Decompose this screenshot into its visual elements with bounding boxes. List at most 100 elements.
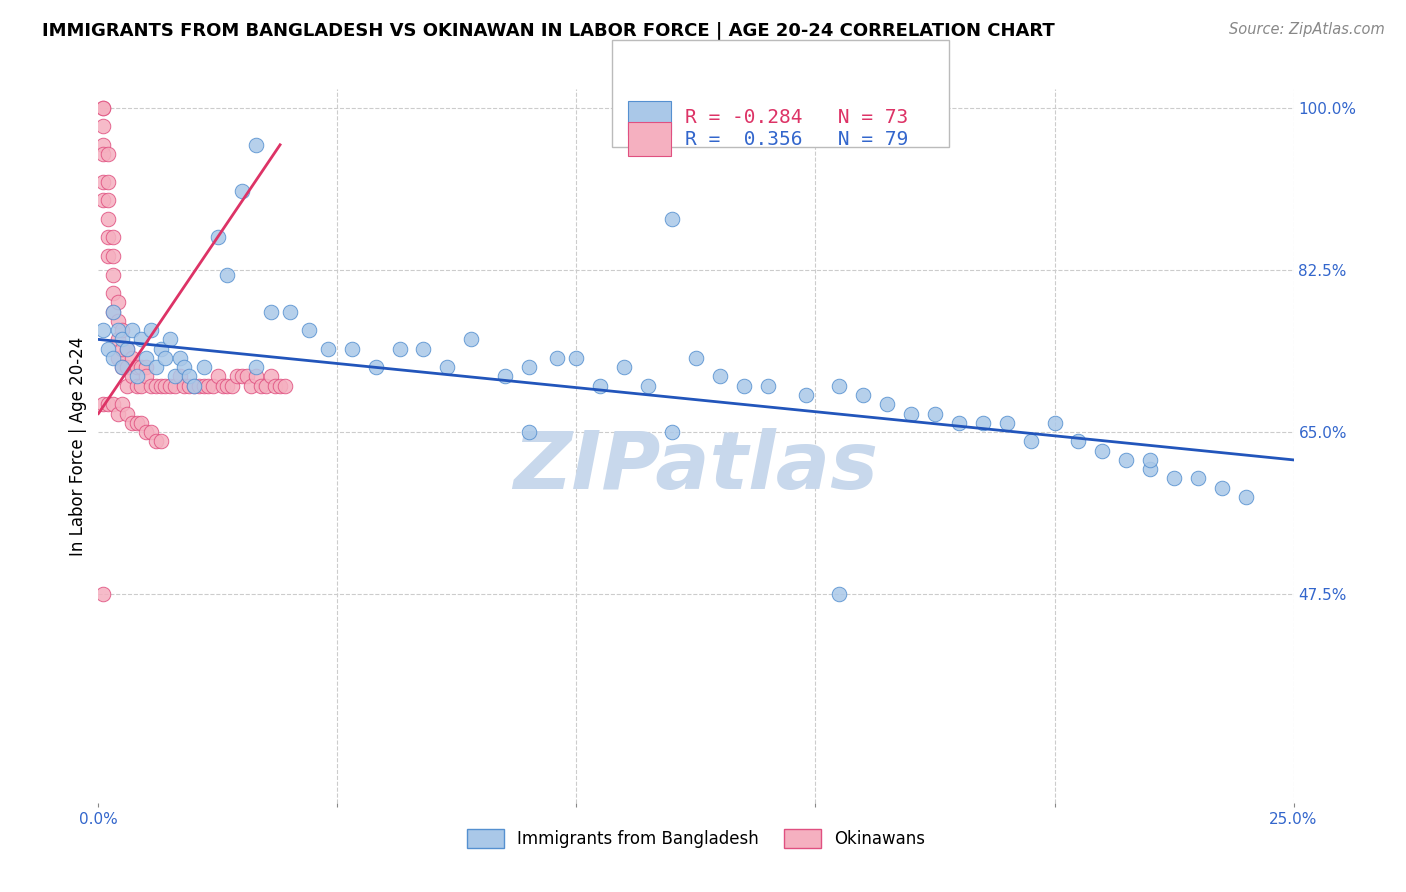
Point: [125, 360, 148, 375]
Point: [274, 378, 297, 392]
Point: [245, 137, 267, 152]
Point: [245, 360, 267, 375]
Point: [1067, 434, 1090, 449]
Point: [828, 378, 851, 392]
Point: [264, 378, 287, 392]
Point: [121, 323, 143, 337]
Point: [169, 369, 191, 384]
Point: [183, 378, 205, 392]
Point: [111, 360, 134, 375]
Point: [412, 342, 434, 356]
Point: [159, 333, 181, 347]
Point: [101, 286, 124, 301]
Point: [155, 378, 177, 392]
Point: [1139, 462, 1161, 476]
Point: [298, 323, 321, 337]
Point: [259, 304, 281, 318]
Point: [111, 397, 134, 411]
Point: [193, 360, 215, 375]
Point: [1234, 490, 1257, 504]
Point: [101, 397, 124, 411]
Point: [107, 295, 129, 310]
Point: [173, 378, 195, 392]
Point: [709, 369, 731, 384]
Point: [145, 434, 167, 449]
Point: [163, 369, 186, 384]
Point: [995, 416, 1018, 430]
Legend: Immigrants from Bangladesh, Okinawans: Immigrants from Bangladesh, Okinawans: [460, 822, 932, 855]
Point: [131, 378, 153, 392]
Point: [179, 369, 201, 384]
Point: [91, 101, 114, 115]
Point: [316, 342, 339, 356]
Point: [1019, 434, 1042, 449]
Point: [183, 378, 205, 392]
Point: [111, 333, 134, 347]
Point: [1043, 416, 1066, 430]
Point: [340, 342, 363, 356]
Point: [97, 342, 120, 356]
Point: [115, 342, 138, 356]
Point: [589, 378, 612, 392]
Point: [494, 369, 516, 384]
Point: [517, 425, 540, 439]
Point: [107, 323, 129, 337]
Point: [900, 407, 922, 421]
Text: Source: ZipAtlas.com: Source: ZipAtlas.com: [1229, 22, 1385, 37]
Point: [794, 388, 817, 402]
Point: [254, 378, 277, 392]
Point: [111, 360, 134, 375]
Point: [388, 342, 411, 356]
Point: [97, 249, 120, 263]
Point: [121, 369, 143, 384]
Y-axis label: In Labor Force | Age 20-24: In Labor Force | Age 20-24: [69, 336, 87, 556]
Point: [139, 323, 162, 337]
Point: [97, 175, 120, 189]
Point: [1139, 453, 1161, 467]
Text: ZIPatlas: ZIPatlas: [513, 428, 879, 507]
Point: [125, 416, 148, 430]
Point: [145, 378, 167, 392]
Point: [756, 378, 779, 392]
Point: [91, 194, 114, 208]
Point: [91, 101, 114, 115]
Point: [115, 407, 138, 421]
Point: [517, 360, 540, 375]
Point: [661, 211, 683, 226]
Point: [97, 147, 120, 161]
Point: [278, 304, 301, 318]
Text: R =  0.356   N = 79: R = 0.356 N = 79: [685, 129, 908, 149]
Point: [101, 304, 124, 318]
Point: [231, 184, 253, 198]
Point: [259, 369, 281, 384]
Point: [111, 342, 134, 356]
Point: [155, 351, 177, 365]
Point: [101, 304, 124, 318]
Point: [226, 369, 249, 384]
Point: [101, 230, 124, 244]
Point: [924, 407, 946, 421]
Point: [107, 351, 129, 365]
Point: [91, 397, 114, 411]
Point: [565, 351, 588, 365]
Point: [207, 369, 229, 384]
Point: [135, 425, 157, 439]
Point: [145, 360, 167, 375]
Point: [661, 425, 683, 439]
Point: [231, 369, 253, 384]
Point: [235, 369, 257, 384]
Point: [149, 378, 172, 392]
Point: [193, 378, 215, 392]
Point: [91, 137, 114, 152]
Point: [613, 360, 636, 375]
Text: IMMIGRANTS FROM BANGLADESH VS OKINAWAN IN LABOR FORCE | AGE 20-24 CORRELATION CH: IMMIGRANTS FROM BANGLADESH VS OKINAWAN I…: [42, 22, 1054, 40]
Point: [364, 360, 387, 375]
Point: [101, 351, 124, 365]
Point: [91, 147, 114, 161]
Point: [159, 378, 181, 392]
Point: [97, 397, 120, 411]
Point: [240, 378, 263, 392]
Point: [1163, 471, 1185, 485]
Point: [217, 378, 239, 392]
Point: [139, 425, 162, 439]
